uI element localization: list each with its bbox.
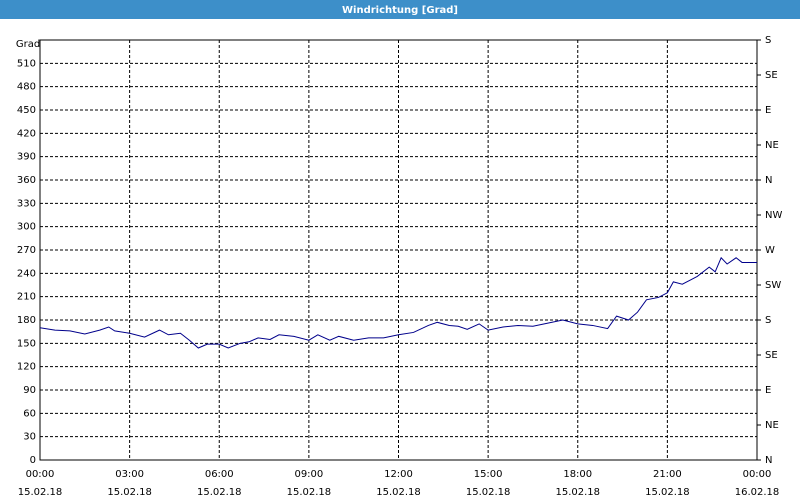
y2-tick-label: N (765, 455, 772, 466)
y2-tick-label: N (765, 175, 772, 186)
y-tick-label: 120 (17, 362, 36, 373)
y2-tick-label: NW (765, 210, 782, 221)
y2-tick-label: S (765, 35, 771, 46)
x-tick-label: 21:00 15.02.18 (645, 469, 690, 498)
y-tick-label: 150 (17, 338, 36, 349)
x-tick-label: 03:00 15.02.18 (107, 469, 152, 498)
y2-tick-label: SW (765, 280, 781, 291)
x-tick-label: 15:00 15.02.18 (466, 469, 511, 498)
y-axis-label: Grad (16, 39, 40, 50)
x-tick-label: 12:00 15.02.18 (376, 469, 421, 498)
y-tick-label: 450 (17, 105, 36, 116)
x-tick-label: 18:00 15.02.18 (555, 469, 600, 498)
y2-tick-label: W (765, 245, 775, 256)
y2-tick-label: NE (765, 420, 779, 431)
y-tick-label: 300 (17, 222, 36, 233)
y-tick-label: 60 (23, 408, 36, 419)
x-tick-label: 09:00 15.02.18 (287, 469, 332, 498)
y2-tick-label: NE (765, 140, 779, 151)
y-tick-label: 270 (17, 245, 36, 256)
y-tick-label: 210 (17, 292, 36, 303)
x-tick-label: 06:00 15.02.18 (197, 469, 242, 498)
x-tick-label: 00:00 15.02.18 (18, 469, 63, 498)
y-tick-label: 90 (23, 385, 36, 396)
y-tick-label: 30 (23, 432, 36, 443)
plot-border (39, 39, 758, 461)
y-tick-label: 0 (30, 455, 36, 466)
window-title: Windrichtung [Grad] (342, 5, 458, 16)
y2-tick-label: SE (765, 350, 778, 361)
title-bar (0, 0, 800, 19)
x-tick-label: 00:00 16.02.18 (735, 469, 780, 498)
y-tick-label: 420 (17, 128, 36, 139)
y2-tick-label: S (765, 315, 771, 326)
y-tick-label: 360 (17, 175, 36, 186)
y-tick-label: 510 (17, 58, 36, 69)
y-tick-label: 240 (17, 268, 36, 279)
y-tick-label: 480 (17, 82, 36, 93)
y2-tick-label: E (765, 385, 771, 396)
data-line (39, 256, 757, 349)
y-tick-label: 330 (17, 198, 36, 209)
y2-tick-label: SE (765, 70, 778, 81)
y-tick-label: 390 (17, 152, 36, 163)
y-tick-label: 180 (17, 315, 36, 326)
y2-tick-label: E (765, 105, 771, 116)
